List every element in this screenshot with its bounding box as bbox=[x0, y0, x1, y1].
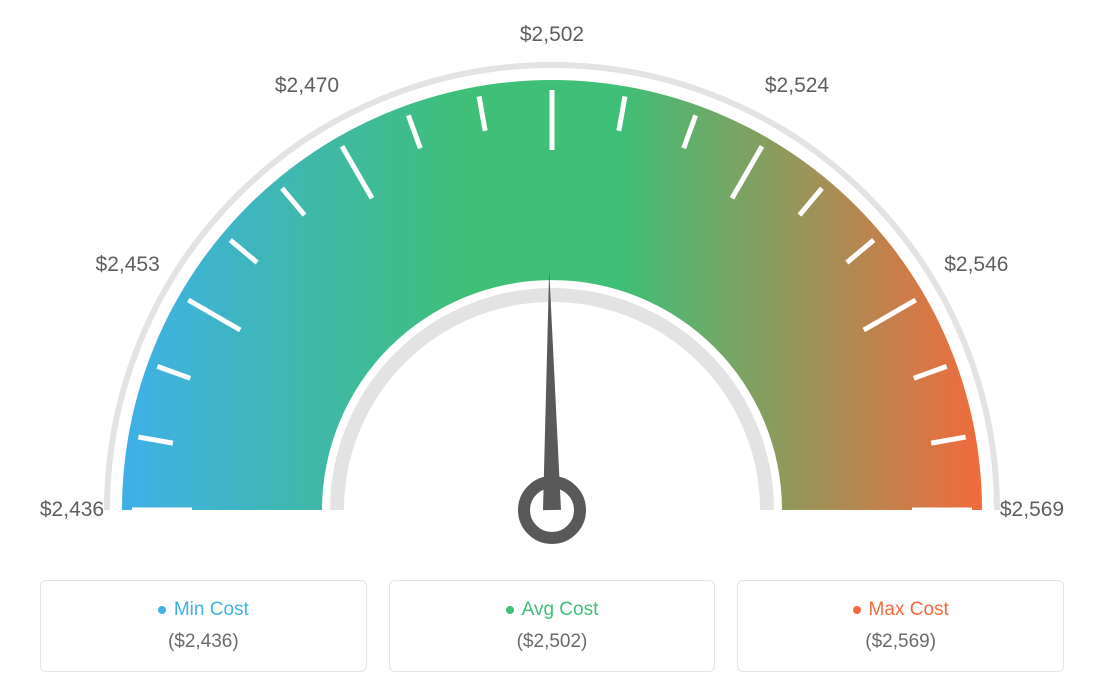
needle bbox=[543, 270, 561, 510]
gauge-svg bbox=[20, 20, 1084, 560]
legend-title: Avg Cost bbox=[506, 599, 599, 621]
legend-value: ($2,502) bbox=[400, 631, 705, 653]
legend-card: Avg Cost ($2,502) bbox=[389, 580, 716, 672]
legend-dot-icon bbox=[158, 606, 166, 614]
tick-label: $2,436 bbox=[40, 498, 104, 522]
legend-value: ($2,436) bbox=[51, 631, 356, 653]
tick-label: $2,502 bbox=[520, 23, 584, 47]
legend-value: ($2,569) bbox=[748, 631, 1053, 653]
legend-title-text: Min Cost bbox=[174, 599, 249, 621]
tick-label: $2,470 bbox=[275, 74, 339, 98]
tick-label: $2,569 bbox=[1000, 498, 1064, 522]
legend-title-text: Avg Cost bbox=[522, 599, 599, 621]
legend-title: Min Cost bbox=[158, 599, 249, 621]
legend-title: Max Cost bbox=[853, 599, 949, 621]
tick-label: $2,453 bbox=[96, 253, 160, 277]
tick-label: $2,546 bbox=[944, 253, 1008, 277]
legend-dot-icon bbox=[853, 606, 861, 614]
legend-dot-icon bbox=[506, 606, 514, 614]
tick-label: $2,524 bbox=[765, 74, 829, 98]
legend-row: Min Cost ($2,436) Avg Cost ($2,502) Max Cost… bbox=[20, 580, 1084, 672]
legend-card: Max Cost ($2,569) bbox=[737, 580, 1064, 672]
legend-card: Min Cost ($2,436) bbox=[40, 580, 367, 672]
gauge-container: $2,436 $2,453 $2,470 $2,502 $2,524 $2,546 $2,5… bbox=[20, 20, 1084, 570]
legend-title-text: Max Cost bbox=[869, 599, 949, 621]
